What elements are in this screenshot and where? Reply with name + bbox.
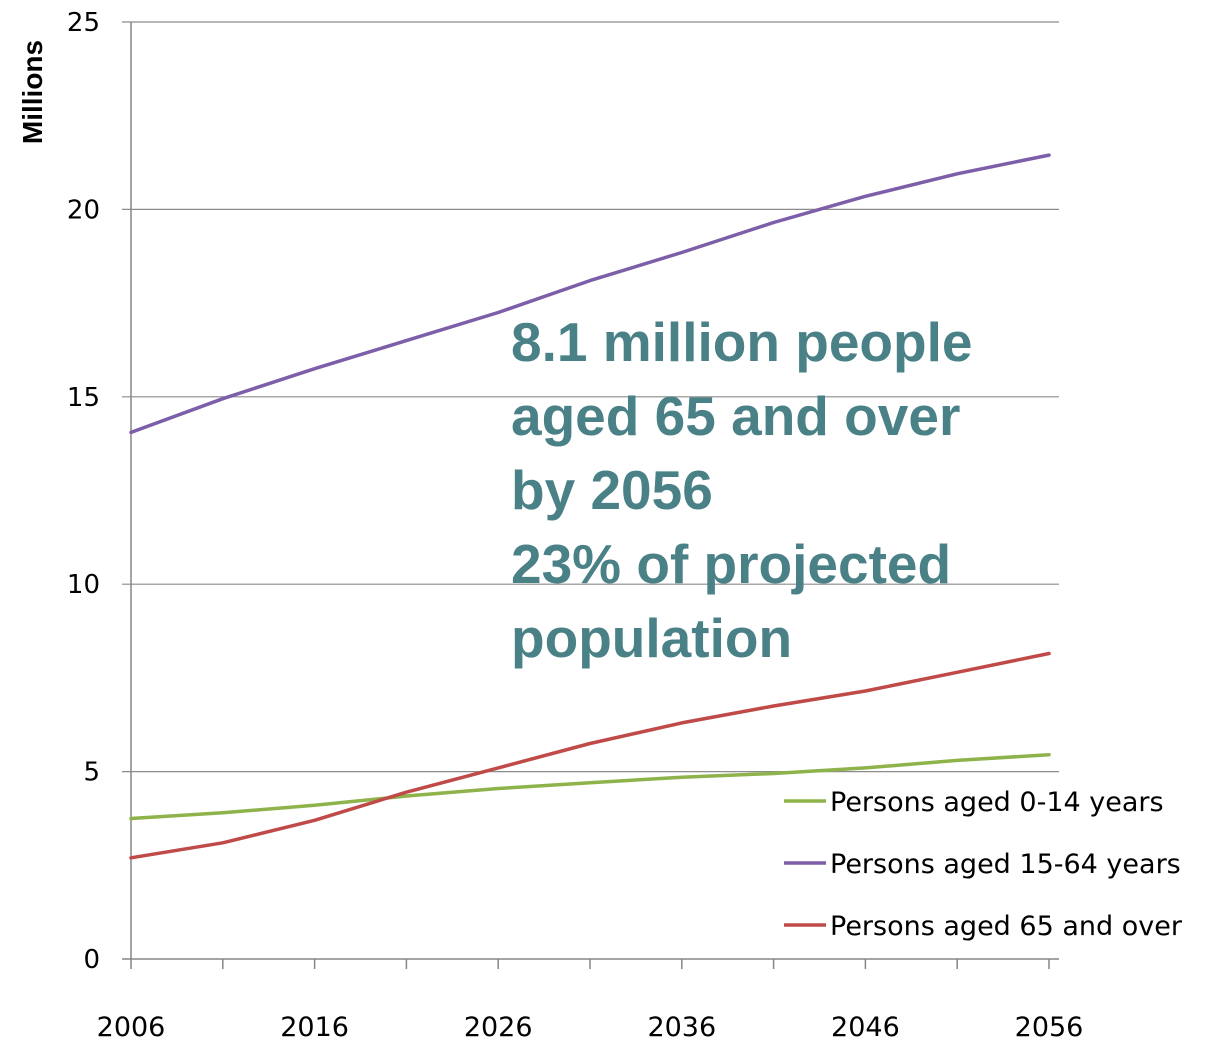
y-tick-label: 5: [83, 758, 100, 788]
x-tick-label: 2046: [831, 1012, 900, 1041]
annotation-line: 8.1 million people: [511, 311, 972, 373]
y-tick-label: 10: [67, 570, 100, 600]
x-tick-label: 2056: [1015, 1012, 1084, 1041]
series-line-1: [129, 752, 1051, 821]
y-tick-label: 25: [67, 8, 100, 38]
x-tick-label: 2016: [280, 1012, 349, 1041]
y-tick-labels: 0 5 10 15 20 25: [67, 8, 100, 975]
legend-entry-label: Persons aged 0-14 years: [830, 787, 1164, 818]
gridlines: [122, 21, 1059, 773]
y-tick-label: 15: [67, 383, 100, 413]
series-line-2: [129, 153, 1051, 435]
annotation-line: population: [511, 607, 792, 669]
series-lines: [129, 153, 1051, 860]
series-line-3: [129, 651, 1051, 860]
y-tick-label: 0: [83, 945, 100, 975]
y-tick-label: 20: [67, 195, 100, 225]
legend: Persons aged 0-14 years Persons aged 15-6…: [784, 787, 1183, 942]
annotation-callout: 8.1 million people aged 65 and over by 205…: [511, 311, 972, 669]
annotation-line: 23% of projected: [511, 533, 951, 595]
legend-entry-label: Persons aged 15-64 years: [830, 849, 1181, 880]
x-tick-labels: 2006 2016 2026 2036 2046 2056: [97, 959, 1084, 1041]
x-tick-label: 2006: [97, 1012, 166, 1041]
legend-entry-label: Persons aged 65 and over: [830, 911, 1183, 942]
x-tick-label: 2036: [647, 1012, 716, 1041]
annotation-line: aged 65 and over: [511, 385, 960, 447]
y-axis-label: Millions: [17, 40, 48, 144]
x-tick-label: 2026: [464, 1012, 533, 1041]
annotation-line: by 2056: [511, 459, 713, 521]
